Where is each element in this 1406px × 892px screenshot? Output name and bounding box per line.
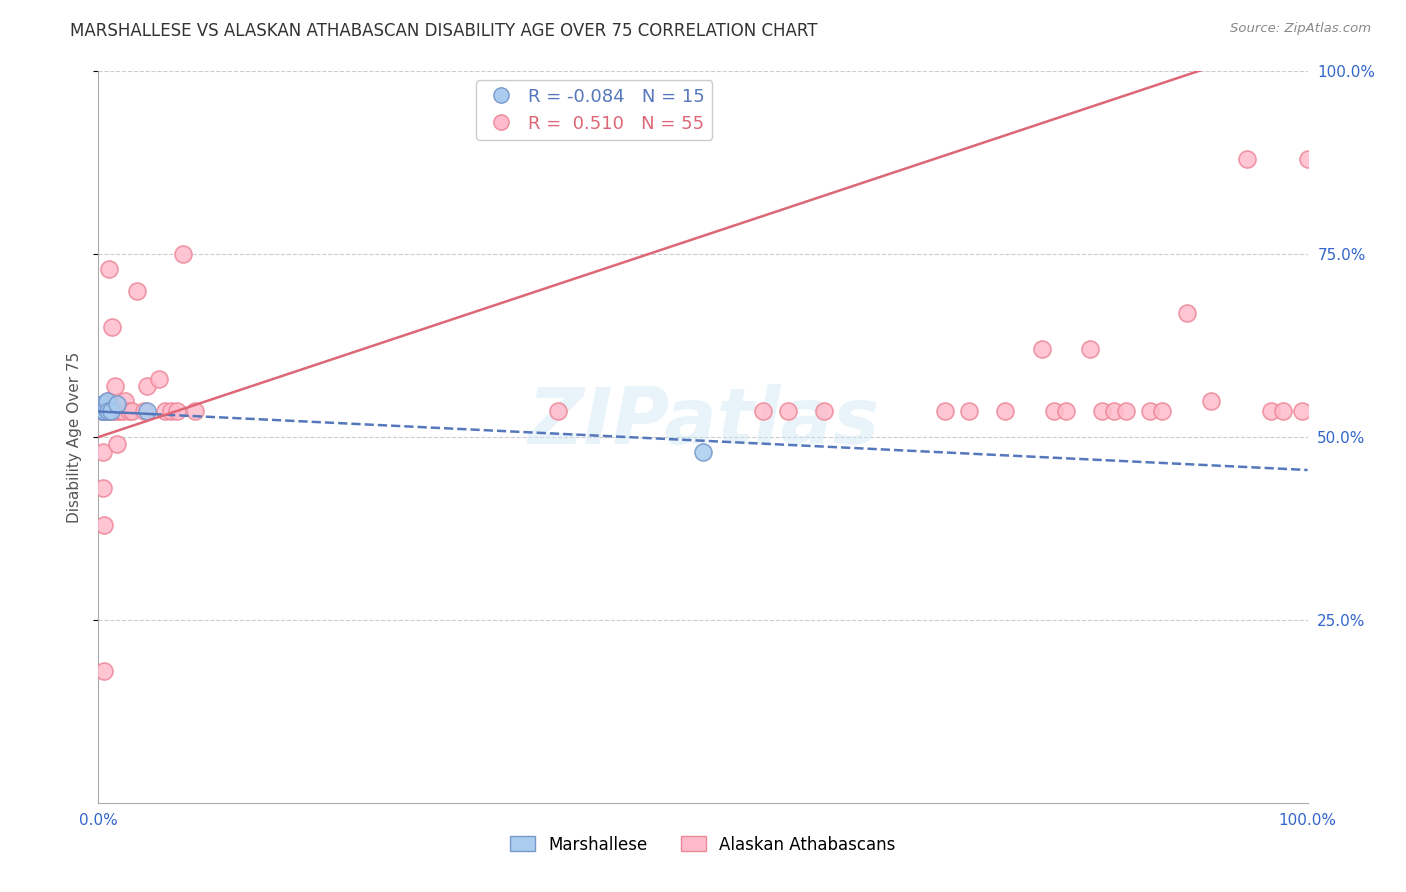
Point — [1291, 404, 1313, 418]
Point — [692, 444, 714, 458]
Point — [160, 404, 183, 418]
Point — [547, 404, 569, 418]
Point — [153, 404, 176, 418]
Text: Source: ZipAtlas.com: Source: ZipAtlas.com — [1230, 22, 1371, 36]
Point — [94, 397, 117, 411]
Point — [957, 404, 980, 418]
Point — [813, 404, 835, 418]
Point — [172, 247, 194, 261]
Point — [91, 444, 114, 458]
Point — [100, 404, 122, 418]
Point — [96, 393, 118, 408]
Point — [111, 404, 134, 418]
Text: ZIPatlas: ZIPatlas — [527, 384, 879, 460]
Point — [1115, 404, 1137, 418]
Point — [100, 404, 122, 418]
Point — [93, 404, 115, 418]
Point — [994, 404, 1017, 418]
Point — [101, 404, 124, 418]
Point — [1102, 404, 1125, 418]
Point — [121, 404, 143, 418]
Point — [1272, 404, 1295, 418]
Point — [1152, 404, 1174, 418]
Point — [91, 404, 114, 418]
Point — [97, 404, 120, 418]
Point — [98, 261, 121, 276]
Point — [166, 404, 188, 418]
Point — [104, 379, 127, 393]
Point — [1031, 343, 1053, 357]
Point — [98, 404, 121, 418]
Point — [100, 320, 122, 334]
Point — [114, 393, 136, 408]
Point — [108, 404, 131, 418]
Point — [1091, 404, 1114, 418]
Point — [93, 517, 115, 532]
Point — [135, 379, 157, 393]
Point — [776, 404, 799, 418]
Point — [1078, 343, 1101, 357]
Point — [134, 404, 156, 418]
Point — [135, 404, 157, 418]
Point — [1139, 404, 1161, 418]
Point — [105, 437, 128, 451]
Point — [1236, 152, 1258, 166]
Point — [93, 664, 115, 678]
Point — [91, 404, 114, 418]
Point — [184, 404, 207, 418]
Point — [97, 393, 120, 408]
Point — [93, 401, 115, 415]
Point — [148, 371, 170, 385]
Point — [103, 404, 125, 418]
Point — [96, 404, 118, 418]
Point — [1175, 306, 1198, 320]
Point — [91, 397, 114, 411]
Point — [1296, 152, 1319, 166]
Y-axis label: Disability Age Over 75: Disability Age Over 75 — [67, 351, 83, 523]
Point — [91, 397, 114, 411]
Point — [127, 284, 149, 298]
Point — [118, 404, 141, 418]
Point — [93, 404, 115, 418]
Point — [94, 401, 117, 415]
Point — [91, 481, 114, 495]
Point — [94, 404, 117, 418]
Point — [752, 404, 775, 418]
Point — [93, 404, 115, 418]
Point — [1042, 404, 1064, 418]
Point — [1260, 404, 1282, 418]
Point — [100, 404, 122, 418]
Point — [105, 397, 128, 411]
Point — [1054, 404, 1077, 418]
Point — [107, 404, 129, 418]
Point — [934, 404, 956, 418]
Legend: Marshallese, Alaskan Athabascans: Marshallese, Alaskan Athabascans — [503, 829, 903, 860]
Point — [1199, 393, 1222, 408]
Text: MARSHALLESE VS ALASKAN ATHABASCAN DISABILITY AGE OVER 75 CORRELATION CHART: MARSHALLESE VS ALASKAN ATHABASCAN DISABI… — [70, 22, 818, 40]
